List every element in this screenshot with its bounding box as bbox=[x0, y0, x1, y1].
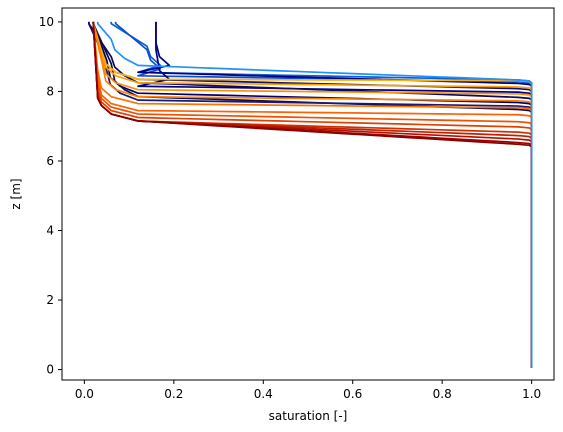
x-axis-label: saturation [-] bbox=[269, 409, 348, 423]
x-tick-label: 0.8 bbox=[433, 387, 452, 401]
series-line-3 bbox=[137, 21, 533, 368]
series-line-20 bbox=[92, 21, 533, 368]
series-line-6 bbox=[87, 21, 533, 368]
series-layer bbox=[87, 21, 533, 368]
y-tick-label: 4 bbox=[46, 224, 54, 238]
series-line-21 bbox=[92, 21, 533, 368]
plot-frame bbox=[61, 7, 555, 381]
series-line-7 bbox=[92, 21, 533, 368]
x-tick-label: 0.0 bbox=[75, 387, 94, 401]
series-line-14 bbox=[92, 21, 533, 368]
series-line-15 bbox=[92, 21, 533, 368]
x-axis: 0.0 0.2 0.4 0.6 0.8 1.0 bbox=[75, 380, 541, 401]
y-tick-label: 6 bbox=[46, 154, 54, 168]
y-tick-label: 0 bbox=[46, 363, 54, 377]
series-line-17 bbox=[92, 21, 533, 368]
x-tick-label: 1.0 bbox=[522, 387, 541, 401]
series-line-19 bbox=[92, 21, 533, 368]
series-line-16 bbox=[92, 21, 533, 368]
y-tick-label: 2 bbox=[46, 293, 54, 307]
series-line-12 bbox=[92, 21, 533, 368]
series-line-8 bbox=[92, 21, 533, 368]
x-tick-label: 0.4 bbox=[254, 387, 273, 401]
y-tick-label: 10 bbox=[39, 15, 54, 29]
series-line-10 bbox=[92, 21, 533, 368]
y-axis: 0 2 4 6 8 10 bbox=[39, 15, 62, 377]
y-tick-label: 8 bbox=[46, 84, 54, 98]
x-tick-label: 0.6 bbox=[343, 387, 362, 401]
y-axis-label: z [m] bbox=[9, 178, 23, 209]
series-line-18 bbox=[92, 21, 533, 368]
x-tick-label: 0.2 bbox=[164, 387, 183, 401]
series-line-5 bbox=[87, 21, 533, 368]
series-line-22 bbox=[92, 21, 533, 368]
series-line-11 bbox=[92, 21, 533, 368]
series-line-23 bbox=[96, 21, 533, 368]
series-line-9 bbox=[92, 21, 533, 368]
series-line-13 bbox=[92, 21, 533, 368]
